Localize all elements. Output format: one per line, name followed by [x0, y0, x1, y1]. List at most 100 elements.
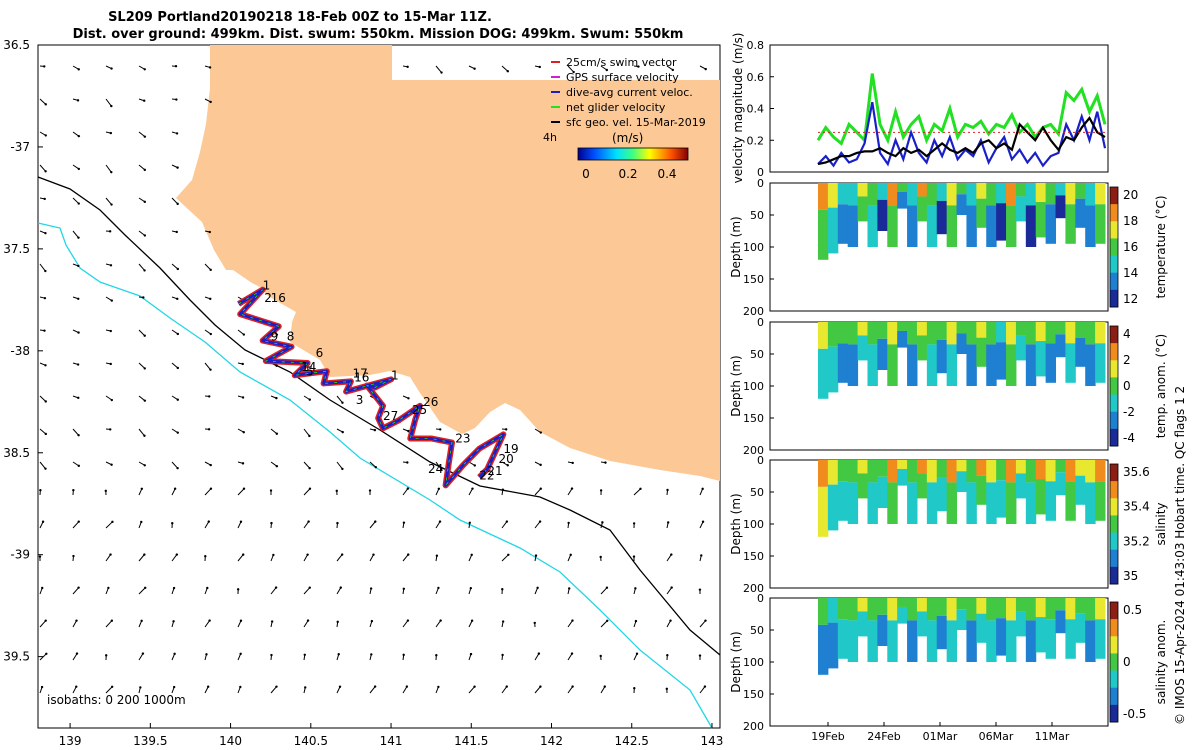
- velocity-arrowhead: [206, 685, 210, 688]
- section-ctick-label: -2: [1123, 405, 1135, 419]
- velocity-arrow: [369, 686, 376, 694]
- velocity-arrowhead: [501, 620, 505, 623]
- velocity-arrowhead: [109, 428, 112, 431]
- velocity-arrowhead: [406, 65, 409, 69]
- section-temperature: 0 50 100 150 200 Depth (m) 20 18 16 14 12 temperatu…: [729, 177, 1168, 318]
- velocity-arrowhead: [308, 398, 311, 401]
- section-cell: [1006, 322, 1017, 345]
- map-x-ticks: 139 139.5 140 140.5 141 141.5 142 142.5 143: [59, 723, 723, 748]
- section-colorbar-segment: [1110, 464, 1118, 482]
- velocity-arrowhead: [242, 333, 246, 336]
- day-label: 20: [499, 452, 514, 466]
- velocity-arrowhead: [39, 488, 42, 492]
- velocity-arrowhead: [110, 398, 114, 402]
- section-cell: [857, 196, 868, 222]
- map-xtick-label: 142.5: [615, 734, 649, 748]
- velocity-arrowhead: [140, 520, 143, 524]
- section-colorbar-segment: [1110, 704, 1118, 723]
- section-cell: [916, 598, 928, 612]
- section-cell: [857, 611, 868, 637]
- velocity-arrowhead: [77, 520, 80, 523]
- section-cell: [916, 196, 928, 222]
- section-ylabel: Depth (m): [729, 216, 743, 277]
- velocity-arrowhead: [77, 236, 80, 239]
- section-cell: [966, 460, 977, 483]
- section-colorbar-segment: [1110, 204, 1118, 222]
- velocity-arrowhead: [241, 396, 245, 399]
- velocity-series-0: [816, 73, 1107, 146]
- velocity-arrowhead: [506, 70, 509, 73]
- velocity-arrowhead: [110, 299, 113, 302]
- map-xtick-label: 142: [540, 734, 563, 748]
- section-xtick-label: 06Mar: [979, 730, 1014, 743]
- velocity-arrowhead: [239, 685, 242, 689]
- velocity-arrowhead: [698, 588, 702, 591]
- map-y-ticks: 36.5 -37 37.5 -38 38.5 -39 39.5: [3, 38, 43, 664]
- section-ytick-label: 200: [743, 582, 764, 595]
- section-cell: [887, 598, 898, 621]
- velocity-arrowhead: [275, 364, 278, 367]
- day-label: 8: [287, 330, 295, 344]
- velocity-arrow: [138, 329, 146, 337]
- velocity-arrowhead: [108, 230, 112, 233]
- velocity-arrowhead: [604, 461, 607, 464]
- section-cell: [946, 183, 958, 206]
- velocity-arrowhead: [43, 65, 46, 68]
- section-cell: [1025, 460, 1037, 483]
- section-cbar-label: salinity anom.: [1154, 620, 1168, 705]
- day-label: 3: [356, 393, 364, 407]
- section-salinity: 0 50 100 150 200 Depth (m) 35.6 35.4 35.2 35 salin…: [729, 454, 1168, 595]
- velocity-arrowhead: [304, 686, 307, 689]
- day-label: 24: [428, 462, 443, 476]
- section-cell: [867, 322, 878, 345]
- velocity-arrowhead: [571, 461, 574, 465]
- velocity-arrow: [138, 230, 146, 236]
- section-cell: [887, 344, 898, 386]
- velocity-arrowhead: [43, 329, 46, 332]
- section-cell: [936, 477, 948, 512]
- velocity-arrow: [138, 263, 145, 271]
- section-cell: [1045, 481, 1057, 521]
- section-xtick-label: 19Feb: [811, 730, 844, 743]
- velocity-arrow: [105, 521, 113, 529]
- velocity-arrowhead: [605, 586, 609, 589]
- section-cell: [946, 620, 958, 662]
- legend-current: dive-avg current veloc.: [551, 86, 693, 99]
- velocity-arrowhead: [172, 685, 176, 689]
- velocity-arrowhead: [75, 685, 78, 688]
- day-label: 14: [301, 360, 316, 374]
- velocity-arrowhead: [335, 489, 338, 493]
- velocity-arrow: [303, 620, 309, 628]
- velocity-series-1: [817, 101, 1107, 168]
- section-cell: [1065, 204, 1076, 244]
- section-cell: [867, 482, 878, 524]
- section-cell: [837, 460, 849, 482]
- velocity-arrowhead: [143, 99, 146, 102]
- section-cell: [827, 484, 839, 531]
- section-colorbar-frame: [1109, 601, 1119, 723]
- imos-credit: © IMOS 15-Apr-2024 01:43:03 Hobart time.…: [1173, 386, 1187, 725]
- section-cell: [818, 348, 829, 399]
- section-ytick-label: 150: [743, 550, 764, 563]
- velocity-arrow: [633, 488, 641, 496]
- velocity-arrow: [303, 461, 310, 469]
- velocity-arrowhead: [239, 652, 242, 656]
- velocity-arrowhead: [473, 685, 476, 688]
- section-cell: [847, 620, 859, 662]
- velocity-arrow: [72, 620, 77, 628]
- section-cell: [1015, 335, 1027, 361]
- velocity-arrowhead: [501, 488, 505, 491]
- colorbar-label: (m/s): [612, 131, 643, 145]
- velocity-arrow: [105, 686, 113, 694]
- section-cell: [926, 344, 938, 386]
- velocity-arrowhead: [473, 67, 476, 70]
- velocity-arrowhead: [666, 654, 669, 657]
- section-cell: [936, 339, 948, 374]
- section-cell: [946, 598, 958, 621]
- section-cell: [877, 460, 888, 477]
- velocity-arrowhead: [44, 400, 47, 403]
- velocity-arrowhead: [270, 653, 273, 657]
- section-cell: [897, 322, 908, 331]
- velocity-colorbar: [577, 147, 689, 161]
- section-colorbar-segment: [1110, 377, 1118, 396]
